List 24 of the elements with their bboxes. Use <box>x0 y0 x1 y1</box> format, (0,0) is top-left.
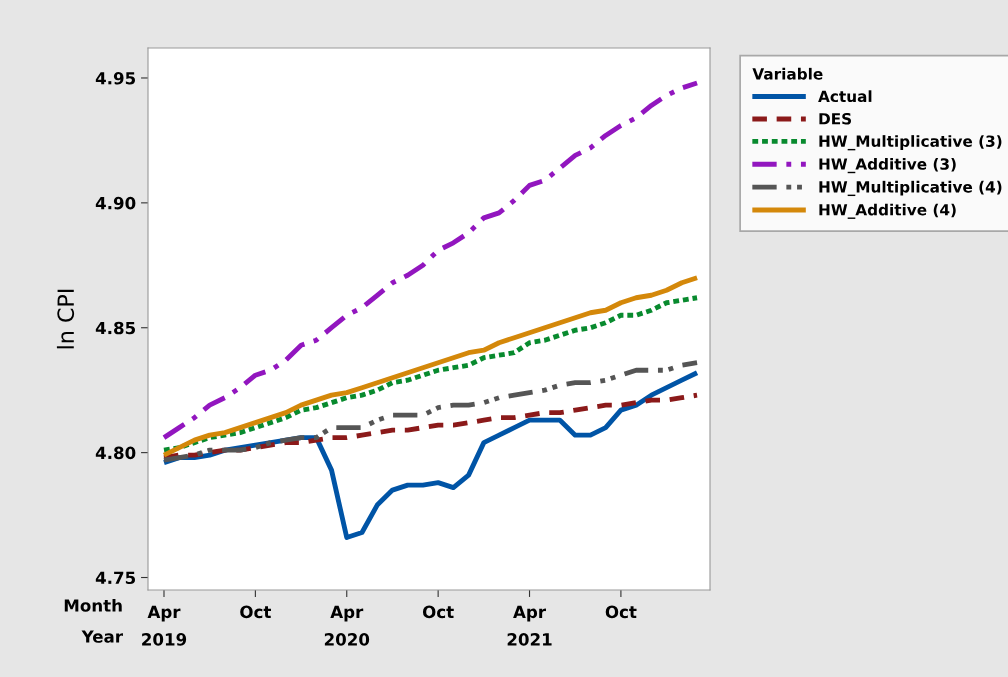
legend-label: HW_Additive (4) <box>819 203 956 219</box>
legend-label: Actual <box>818 90 872 103</box>
legend-label: HW_Multiplicative (3) <box>819 135 1002 151</box>
line-series <box>161 80 700 441</box>
y-axis-title: ln CPI <box>56 289 75 349</box>
x-tick-label: Apr 2020 <box>324 605 370 646</box>
line-series <box>161 392 700 461</box>
text: Month <box>64 598 122 612</box>
legend-label: DES <box>819 112 852 125</box>
legend-label: HW_Multiplicative (4) <box>819 180 1002 197</box>
y-tick-label: 4.90 <box>95 196 136 210</box>
x-tick-label: Oct <box>422 605 454 619</box>
legend-label: HW_Additive (3) <box>819 157 956 174</box>
y-tick-label: 4.75 <box>95 571 136 585</box>
x-tick-label: Oct <box>240 605 271 619</box>
y-tick-label: 4.95 <box>95 71 136 85</box>
y-tick-label: 4.80 <box>95 446 136 460</box>
line-series <box>161 360 700 463</box>
y-tick-label: 4.85 <box>95 321 136 335</box>
x-tick-label: Oct <box>605 605 637 619</box>
x-tick-label: Apr 2021 <box>507 605 552 646</box>
legend-title: Variable <box>752 67 823 80</box>
x-tick-label: Apr 2019 <box>142 605 187 646</box>
text: Year <box>81 630 123 643</box>
